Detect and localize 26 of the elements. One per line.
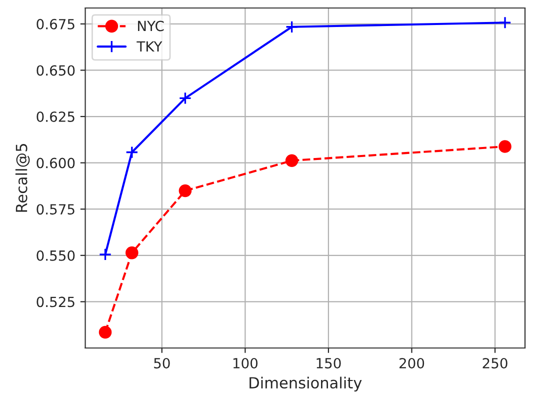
y-tick-label: 0.650 bbox=[36, 65, 75, 76]
y-tick-label: 0.625 bbox=[36, 111, 74, 122]
point bbox=[98, 248, 112, 261]
point bbox=[98, 326, 112, 339]
x-tick-label: 200 bbox=[400, 358, 424, 368]
y-tick-label: 0.525 bbox=[36, 296, 74, 308]
point bbox=[498, 16, 512, 30]
point bbox=[498, 140, 512, 153]
point bbox=[178, 184, 192, 198]
x-tick-label: 250 bbox=[482, 358, 508, 368]
y-tick-label: 0.550 bbox=[36, 250, 75, 261]
y-tick-label: 0.575 bbox=[36, 204, 74, 215]
legend-label: TKY bbox=[136, 41, 162, 52]
x-tick-label: 100 bbox=[233, 358, 258, 368]
y-axis-title: Recall@5 bbox=[15, 144, 30, 212]
point bbox=[126, 146, 138, 159]
point bbox=[178, 92, 192, 105]
x-tick-label: 50 bbox=[154, 358, 170, 368]
x-axis-title: Dimensionality bbox=[250, 376, 362, 392]
x-tick-label: 150 bbox=[316, 358, 341, 368]
legend-label: NYC bbox=[138, 20, 164, 32]
point bbox=[126, 246, 138, 260]
point bbox=[285, 154, 298, 167]
y-tick-label: 0.675 bbox=[36, 18, 74, 30]
y-tick-label: 0.600 bbox=[36, 158, 75, 168]
point bbox=[285, 20, 298, 34]
